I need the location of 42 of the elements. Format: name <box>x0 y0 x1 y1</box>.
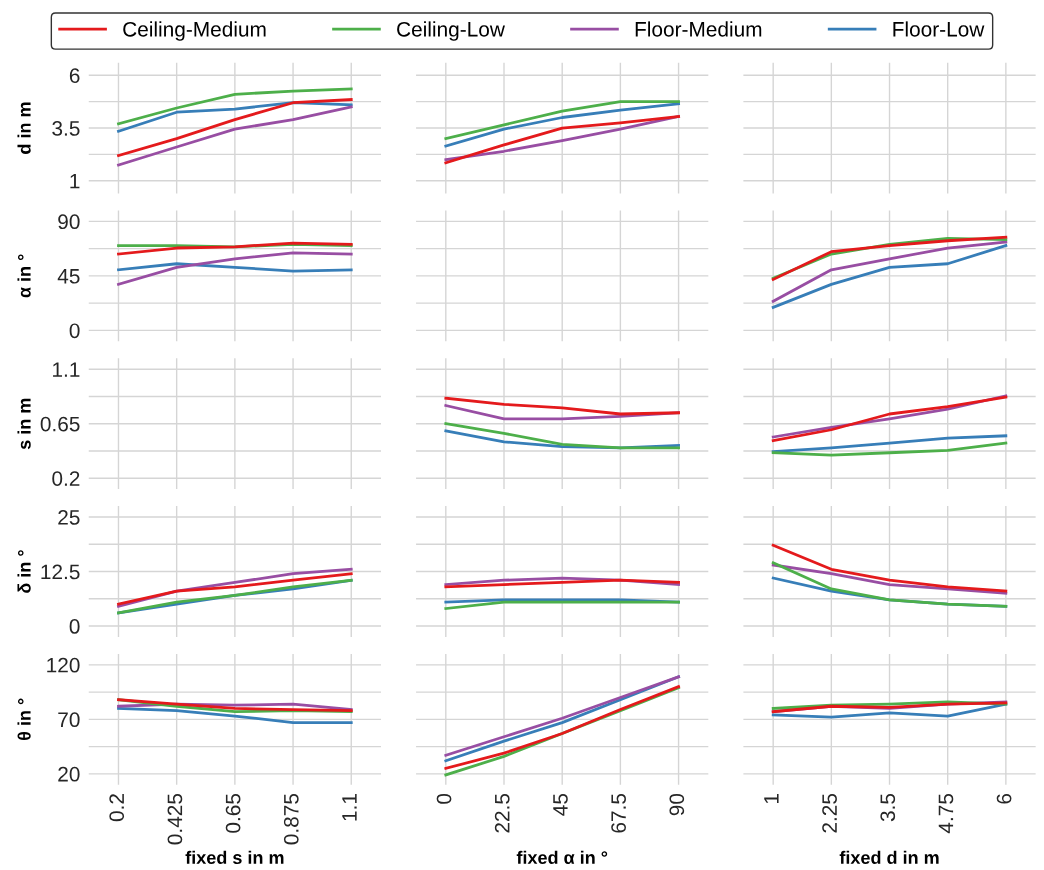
x-tick-label: 3.5 <box>880 793 896 822</box>
y-tick-label: 0 <box>69 619 80 634</box>
legend-label: Ceiling-Low <box>397 21 505 41</box>
y-tick-label: 0.65 <box>40 416 80 432</box>
y-tick-label: 25 <box>58 510 80 525</box>
x-axis-title: fixed α in ° <box>516 850 608 865</box>
y-tick-label: 0.2 <box>52 471 80 486</box>
x-tick-label: 90 <box>669 793 685 816</box>
legend-label: Floor-Low <box>893 21 985 37</box>
legend-label: Ceiling-Medium <box>123 21 266 41</box>
y-axis-title: d in m <box>17 102 31 154</box>
x-tick-label: 0.65 <box>225 793 241 833</box>
x-tick-label: 1 <box>764 794 779 804</box>
y-axis-title: α in ° <box>17 254 31 298</box>
y-tick-label: 20 <box>58 766 80 782</box>
x-tick-label: 67.5 <box>611 793 626 833</box>
y-tick-label: 90 <box>58 214 80 230</box>
x-tick-label: 0.875 <box>283 793 299 845</box>
y-tick-label: 0 <box>69 323 80 339</box>
y-tick-label: 6 <box>69 68 80 84</box>
x-tick-label: 0.425 <box>167 793 183 845</box>
x-tick-label: 2.25 <box>822 793 837 833</box>
x-tick-label: 0 <box>436 793 452 804</box>
legend-label: Floor-Medium <box>635 21 762 37</box>
x-axis-title: fixed s in m <box>185 850 284 865</box>
y-tick-label: 3.5 <box>52 121 80 136</box>
x-axis-title: fixed d in m <box>839 850 939 865</box>
y-axis-title: s in m <box>17 398 31 450</box>
y-tick-label: 1.1 <box>53 362 80 377</box>
x-tick-label: 6 <box>996 793 1012 804</box>
y-axis-title: θ in ° <box>17 698 31 741</box>
x-tick-label: 0.2 <box>109 794 125 822</box>
y-tick-label: 12.5 <box>41 564 80 580</box>
y-tick-label: 70 <box>58 712 80 728</box>
y-axis-title: δ in ° <box>17 550 31 593</box>
x-tick-label: 22.5 <box>494 793 510 833</box>
x-tick-label: 4.75 <box>938 793 954 834</box>
x-tick-label: 1.1 <box>342 794 357 821</box>
y-tick-label: 1 <box>70 174 80 189</box>
y-tick-label: 120 <box>47 657 80 673</box>
x-tick-label: 45 <box>553 793 568 816</box>
y-tick-label: 45 <box>57 269 80 284</box>
